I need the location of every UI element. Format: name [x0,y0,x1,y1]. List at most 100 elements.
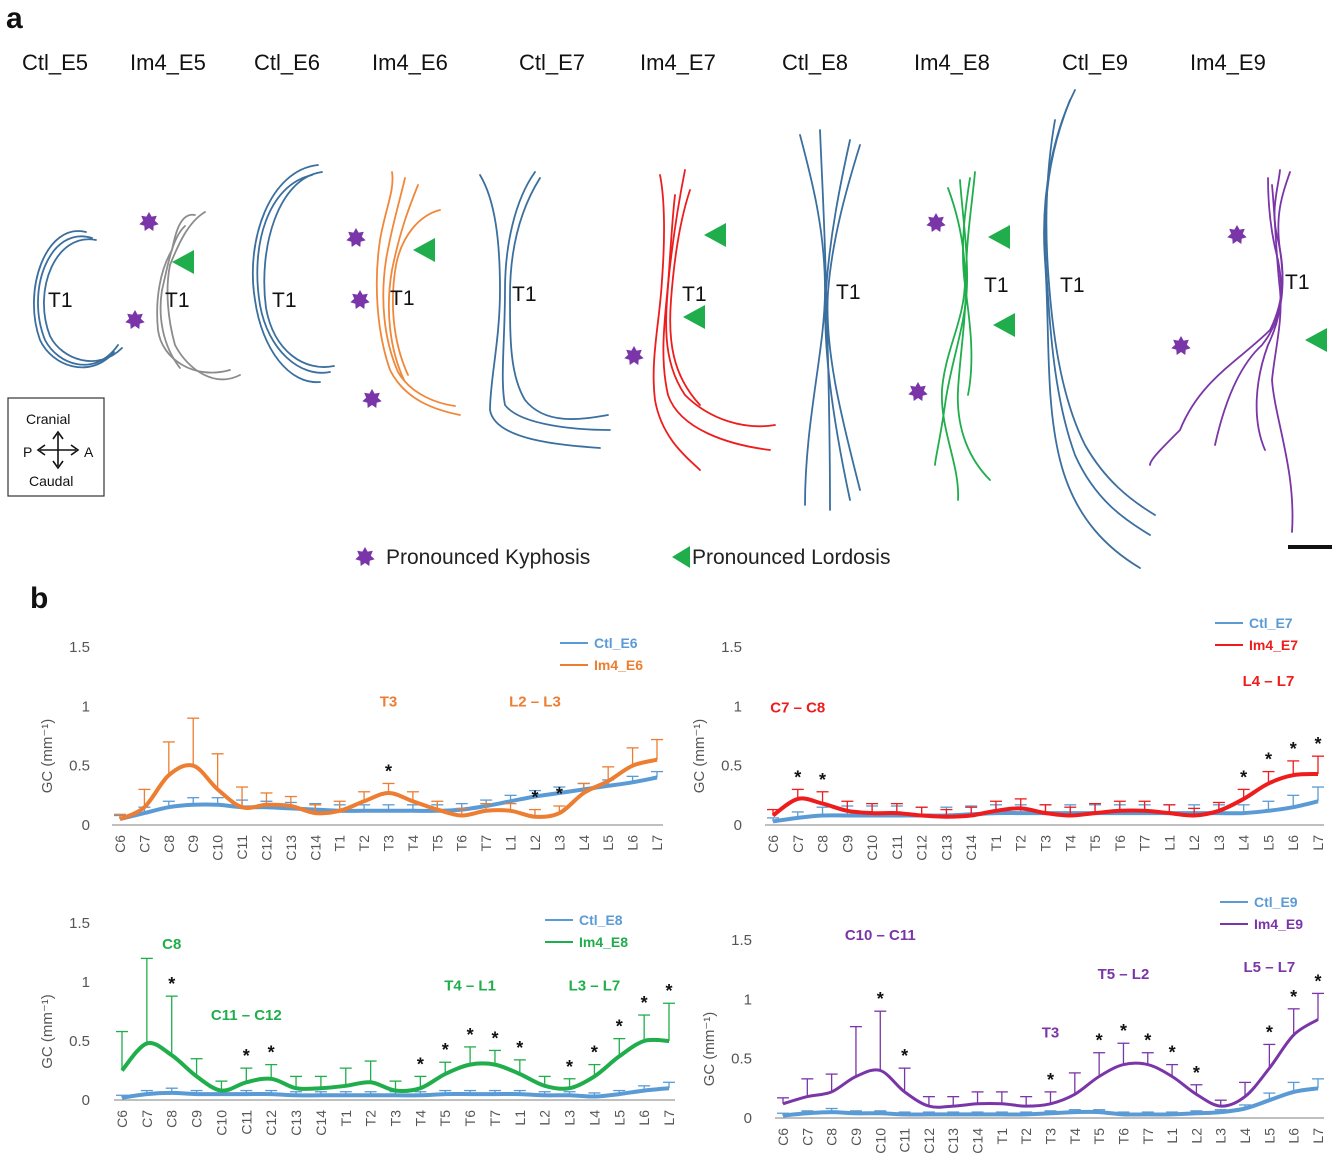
region-annotation: L2 – L3 [509,693,561,710]
x-tick-label: C14 [963,835,979,861]
significance-star: * [665,981,672,1001]
legend-label: Ctl_E6 [594,635,638,651]
spine-trace-im4-e9 [1149,169,1294,533]
legend-label: Im4_E7 [1249,637,1298,653]
x-tick-label: T1 [332,835,348,852]
gc-chart-2: 0 0.5 1 1.5 GC (mm⁻¹) C6 C7 C8 C9 C10 C11 C12 C13 C14… [691,615,1326,861]
y-tick-label: 0.5 [69,758,90,775]
x-tick-label: C14 [970,1128,986,1154]
series-Ctl_E8 [116,1081,675,1100]
column-label-im4-e9: Im4_E9 [1190,50,1266,75]
y-tick-label: 0.5 [69,1033,90,1050]
x-tick-label: C7 [139,1110,155,1128]
series-Im4_E6 [114,717,663,821]
region-annotation: C11 – C12 [211,1007,282,1024]
y-tick-label: 0 [734,817,742,834]
orientation-anterior: A [84,444,94,460]
significance-star: * [1265,750,1272,770]
x-tick-label: L1 [512,1110,528,1126]
legend-label: Ctl_E9 [1254,894,1298,910]
significance-star: * [641,993,648,1013]
y-tick-label: 0 [82,817,90,834]
region-annotation: T5 – L2 [1098,966,1150,983]
orientation-box: Cranial Caudal P A [7,397,105,497]
x-tick-label: C12 [921,1128,937,1154]
column-label-ctl-e5: Ctl_E5 [22,50,88,75]
x-tick-label: L6 [625,835,641,851]
significance-star: * [268,1043,275,1063]
x-tick-label: T7 [1137,835,1153,852]
kyphosis-star-icon [139,212,159,231]
significance-star: * [1120,1021,1127,1041]
legend-label: Ctl_E8 [579,912,623,928]
significance-star: * [901,1046,908,1066]
series-Im4_E8 [116,957,675,1093]
column-label-ctl-e6: Ctl_E6 [254,50,320,75]
significance-star: * [243,1046,250,1066]
spine-tracings [33,89,1294,569]
x-tick-label: L6 [1285,835,1301,851]
significance-star: * [531,788,538,808]
x-tick-label: C8 [161,835,177,853]
series-Im4_E7 [767,755,1324,819]
x-tick-label: C10 [864,835,880,861]
x-tick-label: C13 [938,835,954,861]
orientation-arrows-icon [36,430,80,470]
spine-trace-im4-e6 [375,171,461,416]
x-tick-label: T4 [1062,835,1078,852]
x-tick-label: T5 [1091,1128,1107,1145]
region-annotation: C10 – C11 [845,927,916,944]
x-tick-label: C10 [213,1110,229,1136]
lordosis-triangle-icon [172,250,194,274]
series-line [782,1018,1319,1109]
x-tick-label: T6 [454,835,470,852]
x-tick-label: T5 [429,835,445,852]
significance-star: * [1047,1070,1054,1090]
t1-label: T1 [836,281,861,304]
significance-star: * [417,1054,424,1074]
y-tick-label: 1 [82,698,90,715]
x-tick-label: C14 [313,1110,329,1136]
significance-star: * [1169,1043,1176,1063]
x-tick-label: L4 [576,835,592,851]
x-tick-label: L3 [1211,835,1227,851]
x-tick-label: C8 [824,1128,840,1146]
region-annotation: L3 – L7 [569,977,621,994]
region-annotation: L4 – L7 [1243,673,1295,690]
kyphosis-star-icon [346,228,366,247]
y-tick-label: 1.5 [69,915,90,932]
significance-star: * [616,1017,623,1037]
x-tick-label: C12 [263,1110,279,1136]
y-tick-label: 1 [734,698,742,715]
x-tick-label: T3 [388,1110,404,1127]
kyphosis-star-icon [908,382,928,401]
y-tick-label: 0 [744,1110,752,1127]
spine-trace-im4-e5 [156,211,241,381]
y-tick-label: 1.5 [721,639,742,656]
x-tick-label: C6 [765,835,781,853]
x-tick-label: L3 [1213,1128,1229,1144]
lordosis-triangle-icon [1305,328,1327,352]
x-tick-label: L5 [600,835,616,851]
panel-b-letter: b [30,582,48,615]
spine-trace-ctl-e6 [251,164,335,383]
significance-star: * [877,989,884,1009]
y-tick-label: 0 [82,1092,90,1109]
lordosis-triangle-icon [683,305,705,329]
x-tick-label: L3 [562,1110,578,1126]
x-tick-label: C11 [889,835,905,860]
y-axis-label: GC (mm⁻¹) [39,994,56,1069]
t1-label: T1 [1285,271,1310,294]
legend-kyphosis-label: Pronounced Kyphosis [386,546,590,569]
x-tick-label: C13 [945,1128,961,1154]
kyphosis-star-icon [125,310,145,329]
series-line [119,757,658,821]
x-tick-label: C11 [234,835,250,860]
x-tick-label: C12 [258,835,274,861]
lordosis-triangle-icon [993,313,1015,337]
significance-star: * [1290,987,1297,1007]
column-label-im4-e5: Im4_E5 [130,50,206,75]
y-tick-label: 0.5 [731,1051,752,1068]
legend-label: Im4_E9 [1254,916,1303,932]
x-tick-label: T1 [988,835,1004,852]
